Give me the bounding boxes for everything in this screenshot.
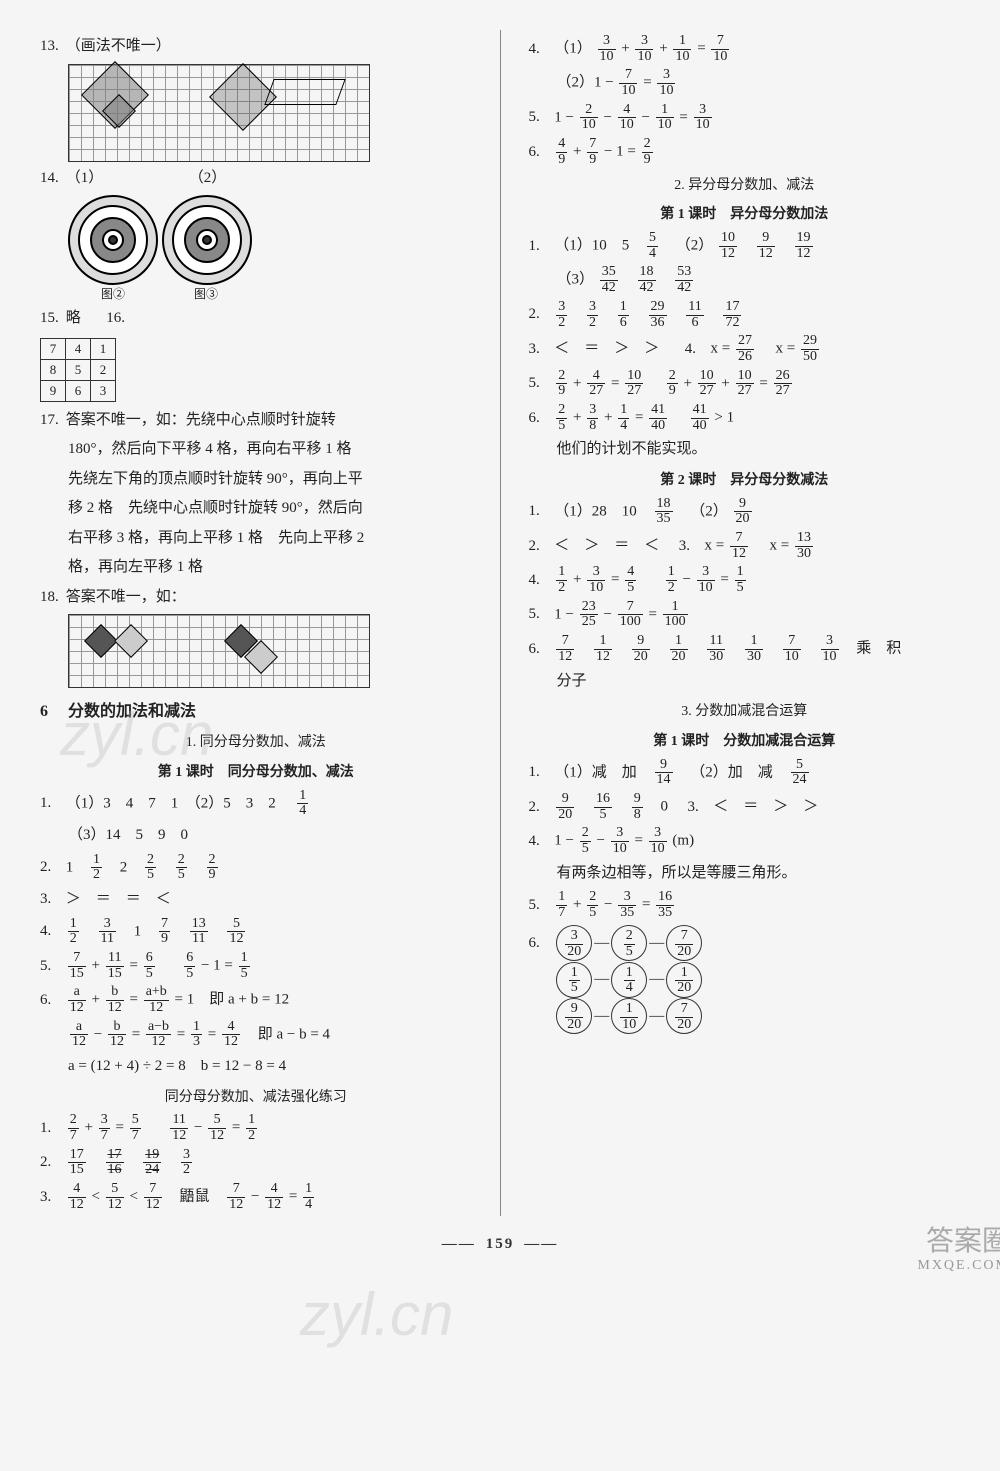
sub-heading: 1. 同分母分数加、减法 bbox=[40, 731, 472, 755]
ans-line: 5. 715 + 1115 = 65 65 − 1 = 15 bbox=[40, 951, 472, 981]
table-16: 741 852 963 bbox=[40, 338, 116, 402]
ans-line: 4. 1 − 25 − 310 = 310 (m) bbox=[529, 826, 961, 856]
column-divider bbox=[500, 30, 501, 1216]
ans-line: a = (12 + 4) ÷ 2 = 8 b = 12 − 8 = 4 bbox=[68, 1054, 472, 1080]
ans-line: 2. 32 32 16 2936 116 1772 bbox=[529, 300, 961, 330]
page-number: ——159—— bbox=[40, 1236, 960, 1253]
ans-line: 4. （1） 310 + 310 + 110 = 710 bbox=[529, 34, 961, 64]
q-num: 16. bbox=[106, 306, 128, 332]
ans-line: 2. 1 12 2 25 25 29 bbox=[40, 853, 472, 883]
ans-line: 5. 1 − 2325 − 7100 = 1100 bbox=[529, 600, 961, 630]
ans-line: 3. ＜ ＝ ＞ ＞ 4. x = 2726 x = 2950 bbox=[529, 334, 961, 364]
q13: 13. （画法不唯一） bbox=[40, 34, 472, 60]
q-num: 17. bbox=[40, 408, 62, 434]
grid-figure-18 bbox=[68, 614, 370, 688]
q17-line: 右平移 3 格，再向上平移 1 格 先向上平移 2 bbox=[68, 526, 472, 552]
part: （2） bbox=[189, 170, 227, 186]
q17-line: 格，再向左平移 1 格 bbox=[68, 555, 472, 581]
q17: 17. 答案不唯一，如：先绕中心点顺时针旋转 bbox=[40, 408, 472, 434]
brand-logo: 答案圈 MXQE.COM bbox=[917, 1227, 1000, 1273]
ans-line: 5. 17 + 25 − 335 = 1635 bbox=[529, 890, 961, 920]
q14: 14. （1） （2） bbox=[40, 166, 472, 192]
concentric-1 bbox=[68, 195, 158, 285]
left-column: 13. （画法不唯一） 14. （1） （2） 图② 图③ bbox=[40, 30, 472, 1216]
lesson-heading: 第 1 课时 分数加减混合运算 bbox=[529, 730, 961, 754]
ans-line: 有两条边相等，所以是等腰三角形。 bbox=[557, 861, 961, 887]
ans-line: 1. （1）3 4 7 1 （2）5 3 2 14 bbox=[40, 789, 472, 819]
ans-line: 6. 25 + 38 + 14 = 4140 4140 > 1 bbox=[529, 403, 961, 433]
q-text: 略 bbox=[66, 310, 81, 326]
ans-line: a12 − b12 = a−b12 = 13 = 412 即 a − b = 4 bbox=[68, 1020, 472, 1050]
ans-line: 6. 49 + 79 − 1 = 29 bbox=[529, 137, 961, 167]
lesson-heading: 第 1 课时 异分母分数加法 bbox=[529, 203, 961, 227]
q-num: 14. bbox=[40, 166, 62, 192]
ans-line: （2）1 − 710 = 310 bbox=[557, 68, 961, 98]
q15-16: 15. 略 16. bbox=[40, 306, 472, 332]
ans-line: 1. （1）减 加 914 （2）加 减 524 bbox=[529, 758, 961, 788]
ans-line: 2. 1715 1716 1924 32 bbox=[40, 1148, 472, 1178]
ans-line: 5. 1 − 210 − 410 − 110 = 310 bbox=[529, 103, 961, 133]
watermark: zyl.cn bbox=[300, 1280, 453, 1349]
ans-line: 6. a12 + b12 = a+b12 = 1 即 a + b = 12 bbox=[40, 985, 472, 1015]
fig-label: 图③ bbox=[161, 285, 251, 302]
right-column: 4. （1） 310 + 310 + 110 = 710 （2）1 − 710 … bbox=[529, 30, 961, 1216]
ans-line: 4. 12 311 1 79 1311 512 bbox=[40, 917, 472, 947]
ans-line: 他们的计划不能实现。 bbox=[557, 437, 961, 463]
ans-line: 6. 712 112 920 120 1130 130 710 310 乘 积 bbox=[529, 634, 961, 664]
lesson-heading: 第 2 课时 异分母分数减法 bbox=[529, 469, 961, 493]
sub-heading: 同分母分数加、减法强化练习 bbox=[40, 1086, 472, 1110]
section-title: 6 分数的加法和减法 bbox=[40, 698, 472, 725]
q17-line: 180°，然后向下平移 4 格，再向右平移 1 格 bbox=[68, 437, 472, 463]
ans-line: 1. （1）10 5 54 （2） 1012 912 1912 bbox=[529, 231, 961, 261]
ans-line: （3）14 5 9 0 bbox=[68, 823, 472, 849]
q18: 18. 答案不唯一，如： bbox=[40, 585, 472, 611]
q-num: 18. bbox=[40, 585, 62, 611]
q-num: 13. bbox=[40, 34, 62, 60]
lesson-heading: 第 1 课时 同分母分数加、减法 bbox=[40, 761, 472, 785]
concentric-2 bbox=[162, 195, 252, 285]
sub-heading: 2. 异分母分数加、减法 bbox=[529, 174, 961, 198]
q-num: 15. bbox=[40, 306, 62, 332]
ans-line: 5. 29 + 427 = 1027 29 + 1027 + 1027 = 26… bbox=[529, 369, 961, 399]
ans-line: 6. 320—25—720 15—14—120 920—110—720 bbox=[529, 925, 961, 1035]
q17-line: 移 2 格 先绕中心点顺时针旋转 90°，然后向 bbox=[68, 496, 472, 522]
q17-line: 先绕左下角的顶点顺时针旋转 90°，再向上平 bbox=[68, 467, 472, 493]
ans-line: 3. ＞ ＝ ＝ ＜ bbox=[40, 887, 472, 913]
sub-heading: 3. 分数加减混合运算 bbox=[529, 700, 961, 724]
ans-line: （3） 3542 1842 5342 bbox=[557, 265, 961, 295]
q-text: （画法不唯一） bbox=[66, 38, 171, 54]
page-columns: 13. （画法不唯一） 14. （1） （2） 图② 图③ bbox=[40, 30, 960, 1216]
part: （1） bbox=[66, 170, 104, 186]
ans-line: 1. （1）28 10 1835 （2） 920 bbox=[529, 497, 961, 527]
ans-line: 2. 920 165 98 0 3. ＜ ＝ ＞ ＞ bbox=[529, 792, 961, 822]
ans-line: 1. 27 + 37 = 57 1112 − 512 = 12 bbox=[40, 1113, 472, 1143]
ans-line: 3. 412 < 512 < 712 鼯鼠 712 − 412 = 14 bbox=[40, 1182, 472, 1212]
fig-label: 图② bbox=[68, 285, 158, 302]
ans-line: 分子 bbox=[557, 669, 961, 695]
grid-figure-13 bbox=[68, 64, 370, 162]
ans-line: 4. 12 + 310 = 45 12 − 310 = 15 bbox=[529, 565, 961, 595]
ans-line: 2. ＜ ＞ ＝ ＜ 3. x = 712 x = 1330 bbox=[529, 531, 961, 561]
